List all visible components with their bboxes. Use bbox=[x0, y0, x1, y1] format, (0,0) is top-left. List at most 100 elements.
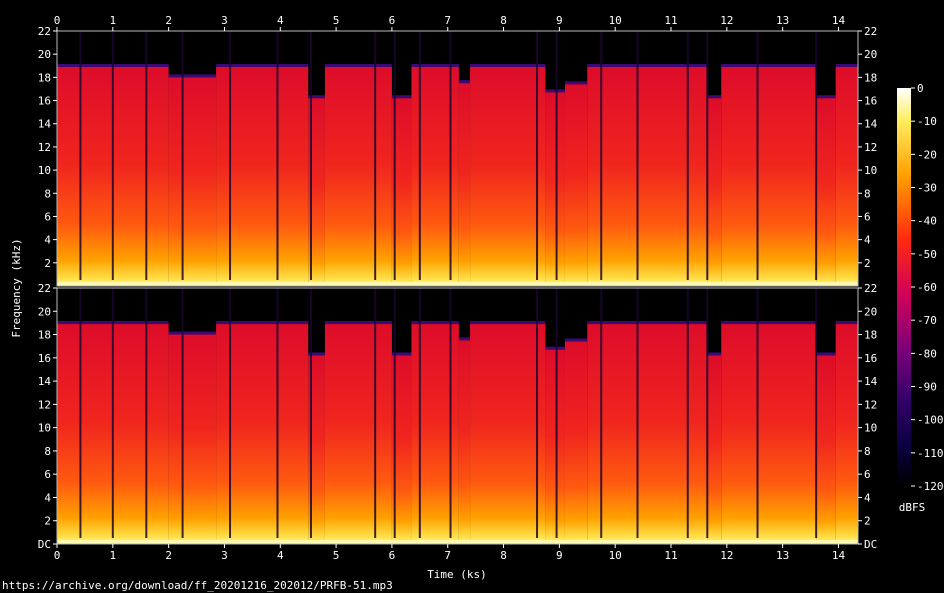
cutoff-fringe bbox=[835, 321, 858, 325]
y-tick-label-left: 8 bbox=[44, 445, 51, 458]
track-gap bbox=[111, 288, 114, 538]
track-gap bbox=[418, 31, 421, 280]
colorbar bbox=[897, 88, 911, 486]
low-frequency-band bbox=[57, 540, 858, 544]
spectral-energy-band bbox=[411, 324, 459, 544]
spectral-energy-band bbox=[721, 66, 817, 286]
colorbar-tick-label: 0 bbox=[917, 82, 924, 95]
track-gap bbox=[374, 31, 377, 280]
x-tick-label-top: 3 bbox=[221, 14, 228, 27]
cutoff-fringe bbox=[707, 95, 722, 99]
track-gap bbox=[79, 288, 82, 538]
x-tick-label-bottom: 10 bbox=[609, 549, 622, 562]
cutoff-fringe bbox=[216, 321, 309, 325]
cutoff-fringe bbox=[216, 63, 309, 67]
y-tick-label-right: 6 bbox=[864, 468, 871, 481]
spectral-energy-band bbox=[707, 355, 722, 544]
y-axis-label: Frequency (kHz) bbox=[10, 238, 23, 337]
y-tick-label-right: 22 bbox=[864, 25, 877, 38]
x-tick-label-top: 12 bbox=[720, 14, 733, 27]
y-tick-label-right: 4 bbox=[864, 491, 871, 504]
spectral-energy-band bbox=[707, 98, 722, 287]
track-gap bbox=[276, 31, 279, 280]
colorbar-tick-label: -40 bbox=[917, 215, 937, 228]
y-tick-label-left: 2 bbox=[44, 257, 51, 270]
cutoff-fringe bbox=[835, 63, 858, 67]
y-tick-label-right: 16 bbox=[864, 352, 877, 365]
x-tick-label-bottom: 4 bbox=[277, 549, 284, 562]
cutoff-fringe bbox=[391, 95, 412, 99]
track-gap bbox=[536, 288, 539, 538]
track-gap bbox=[706, 288, 709, 538]
cutoff-fringe bbox=[308, 352, 325, 356]
spectral-energy-band bbox=[564, 84, 588, 287]
y-tick-label-right: 12 bbox=[864, 141, 877, 154]
spectral-energy-band bbox=[816, 98, 836, 287]
cutoff-fringe bbox=[324, 63, 392, 67]
spectral-energy-band bbox=[391, 355, 412, 544]
track-gap bbox=[111, 31, 114, 280]
track-gap bbox=[393, 288, 396, 538]
track-gap bbox=[418, 288, 421, 538]
track-gap bbox=[449, 288, 452, 538]
x-tick-label-bottom: 2 bbox=[165, 549, 172, 562]
track-gap bbox=[636, 288, 639, 538]
x-tick-label-top: 14 bbox=[832, 14, 846, 27]
y-tick-label-right: 20 bbox=[864, 305, 877, 318]
track-gap bbox=[374, 288, 377, 538]
y-tick-label-right: 10 bbox=[864, 422, 877, 435]
colorbar-unit-label: dBFS bbox=[899, 501, 926, 514]
track-gap bbox=[555, 31, 558, 280]
spectral-energy-band bbox=[587, 324, 708, 544]
cutoff-fringe bbox=[587, 321, 708, 325]
x-tick-label-bottom: 0 bbox=[54, 549, 61, 562]
track-gap bbox=[600, 288, 603, 538]
y-tick-label-left: 18 bbox=[38, 329, 51, 342]
cutoff-fringe bbox=[470, 63, 546, 67]
colorbar-tick-label: -30 bbox=[917, 182, 937, 195]
x-tick-label-bottom: 5 bbox=[333, 549, 340, 562]
track-gap bbox=[276, 288, 279, 538]
spectral-energy-band bbox=[391, 98, 412, 287]
y-tick-label-left: 12 bbox=[38, 398, 51, 411]
y-tick-label-left: 22 bbox=[38, 282, 51, 295]
cutoff-fringe bbox=[721, 321, 817, 325]
y-tick-label-left: 2 bbox=[44, 515, 51, 528]
track-gap bbox=[229, 288, 232, 538]
y-tick-label-left: 14 bbox=[38, 375, 52, 388]
cutoff-fringe bbox=[545, 346, 565, 350]
spectral-energy-band bbox=[308, 98, 325, 287]
y-tick-label-right: 14 bbox=[864, 375, 878, 388]
y-tick-label-right: 10 bbox=[864, 164, 877, 177]
spectral-energy-band bbox=[411, 66, 459, 286]
spectral-energy-band bbox=[216, 324, 309, 544]
cutoff-fringe bbox=[411, 321, 459, 325]
cutoff-fringe bbox=[168, 331, 217, 335]
track-gap bbox=[393, 31, 396, 280]
spectral-energy-band bbox=[721, 324, 817, 544]
y-tick-label-left: 10 bbox=[38, 164, 51, 177]
source-url: https://archive.org/download/ff_20201216… bbox=[2, 579, 393, 592]
x-tick-label-top: 7 bbox=[444, 14, 451, 27]
x-tick-label-top: 5 bbox=[333, 14, 340, 27]
x-tick-label-top: 0 bbox=[54, 14, 61, 27]
channel-1-spectrogram bbox=[57, 31, 858, 287]
cutoff-fringe bbox=[458, 80, 471, 84]
y-tick-label-right: 20 bbox=[864, 48, 877, 61]
track-gap bbox=[181, 31, 184, 280]
cutoff-fringe bbox=[458, 337, 471, 341]
spectral-energy-band bbox=[545, 92, 565, 286]
colorbar-tick-label: -110 bbox=[917, 447, 944, 460]
track-gap bbox=[229, 31, 232, 280]
x-tick-label-top: 1 bbox=[110, 14, 117, 27]
spectral-energy-band bbox=[545, 349, 565, 544]
track-gap bbox=[815, 288, 818, 538]
x-tick-label-bottom: 9 bbox=[556, 549, 563, 562]
spectral-energy-band bbox=[324, 66, 392, 286]
x-tick-label-bottom: 11 bbox=[664, 549, 677, 562]
track-gap bbox=[600, 31, 603, 280]
colorbar-tick-label: -60 bbox=[917, 281, 937, 294]
x-tick-label-top: 11 bbox=[664, 14, 677, 27]
spectral-energy-band bbox=[587, 66, 708, 286]
